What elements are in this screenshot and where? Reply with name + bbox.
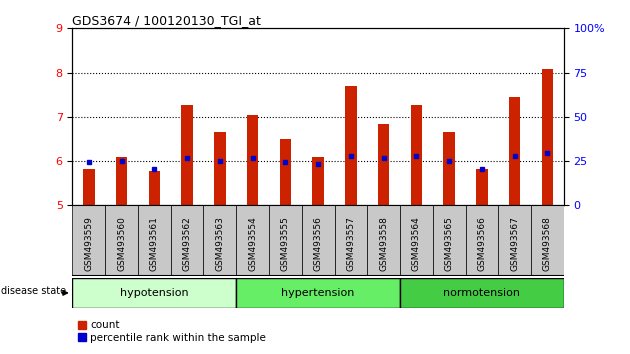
Bar	[542, 69, 553, 205]
Bar	[72, 205, 105, 276]
Text: GSM493557: GSM493557	[346, 216, 355, 271]
Bar	[531, 205, 564, 276]
Text: GSM493563: GSM493563	[215, 216, 224, 271]
Text: GSM493565: GSM493565	[445, 216, 454, 271]
Bar	[149, 171, 160, 205]
Bar	[280, 139, 291, 205]
Bar	[411, 105, 422, 205]
Text: GDS3674 / 100120130_TGI_at: GDS3674 / 100120130_TGI_at	[72, 14, 261, 27]
Bar	[247, 115, 258, 205]
Bar	[83, 169, 94, 205]
Text: GSM493568: GSM493568	[543, 216, 552, 271]
Text: hypotension: hypotension	[120, 288, 188, 298]
Bar	[367, 205, 400, 276]
Bar	[466, 205, 498, 276]
Bar	[444, 132, 455, 205]
Text: disease state: disease state	[1, 286, 67, 296]
Bar	[378, 124, 389, 205]
Text: GSM493566: GSM493566	[478, 216, 486, 271]
Text: GSM493558: GSM493558	[379, 216, 388, 271]
Bar	[400, 278, 564, 308]
Text: GSM493562: GSM493562	[183, 216, 192, 271]
Text: hypertension: hypertension	[282, 288, 355, 298]
Text: GSM493564: GSM493564	[412, 216, 421, 271]
Bar	[498, 205, 531, 276]
Bar	[171, 205, 203, 276]
Bar	[345, 86, 357, 205]
Bar	[509, 97, 520, 205]
Bar	[433, 205, 466, 276]
Bar	[302, 205, 335, 276]
Bar	[236, 278, 400, 308]
Text: GSM493560: GSM493560	[117, 216, 126, 271]
Text: GSM493554: GSM493554	[248, 216, 257, 271]
Text: GSM493555: GSM493555	[281, 216, 290, 271]
Bar	[72, 278, 236, 308]
Text: GSM493556: GSM493556	[314, 216, 323, 271]
Text: normotension: normotension	[444, 288, 520, 298]
Bar	[236, 205, 269, 276]
Text: GSM493559: GSM493559	[84, 216, 93, 271]
Text: GSM493561: GSM493561	[150, 216, 159, 271]
Bar	[116, 157, 127, 205]
Bar	[181, 105, 193, 205]
Text: GSM493567: GSM493567	[510, 216, 519, 271]
Legend: count, percentile rank within the sample: count, percentile rank within the sample	[77, 320, 266, 343]
Bar	[400, 205, 433, 276]
Bar	[105, 205, 138, 276]
Bar	[214, 132, 226, 205]
Bar	[269, 205, 302, 276]
Bar	[476, 169, 488, 205]
Bar	[335, 205, 367, 276]
Bar	[203, 205, 236, 276]
Bar	[138, 205, 171, 276]
Bar	[312, 157, 324, 205]
